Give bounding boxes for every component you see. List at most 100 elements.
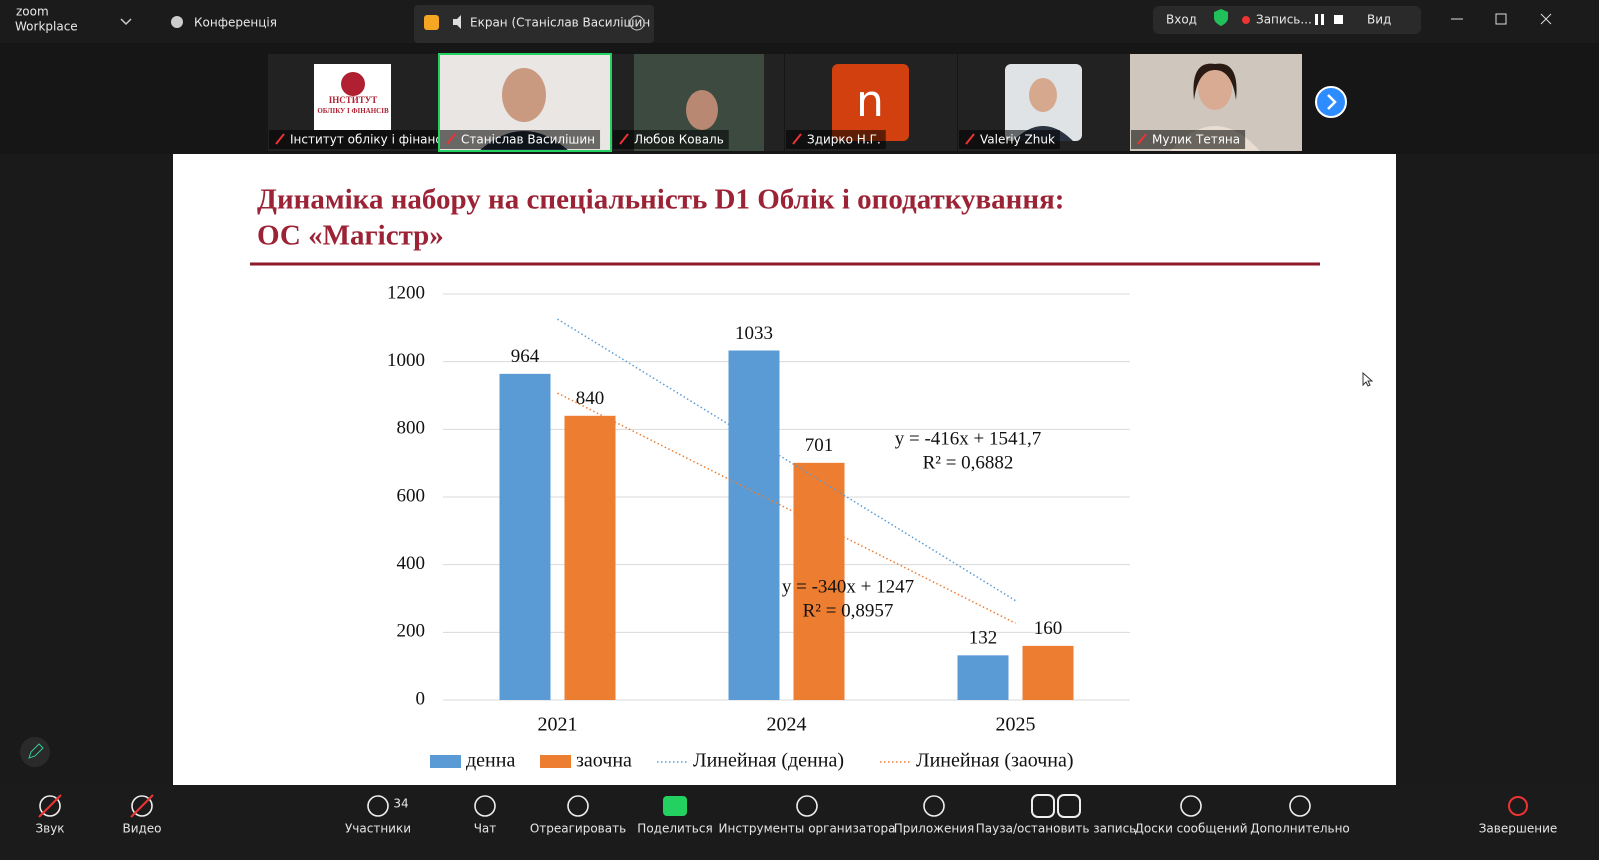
toolbar-icon xyxy=(796,795,818,817)
dropdown-icon[interactable] xyxy=(120,18,132,26)
legend-label: Линейная (денна) xyxy=(693,750,844,772)
participant-name: Здирко Н.Г. xyxy=(807,133,881,147)
toolbar-label: Инструменты организатора xyxy=(719,822,896,836)
toolbar-button[interactable]: Приложения xyxy=(894,795,975,836)
toolbar-label: Дополнительно xyxy=(1250,822,1350,836)
annotate-button[interactable] xyxy=(20,737,50,767)
bar xyxy=(564,415,616,700)
name-badge xyxy=(959,130,1060,149)
y-tick-label: 200 xyxy=(397,621,426,642)
toolbar-button[interactable]: Видео xyxy=(122,794,162,836)
person-head xyxy=(1198,66,1232,110)
y-tick-label: 600 xyxy=(397,485,426,506)
toolbar-button[interactable]: Отреагировать xyxy=(530,795,626,836)
logo-text: ІНСТИТУТ xyxy=(329,95,378,105)
trendline xyxy=(557,392,1016,624)
person-head xyxy=(1029,78,1057,112)
toolbar-label: Доски сообщений xyxy=(1135,822,1248,836)
shared-slide xyxy=(173,154,1396,785)
toolbar-button[interactable]: Пауза/остановить запись xyxy=(976,794,1137,836)
toolbar-button[interactable]: Завершение xyxy=(1479,796,1558,836)
toolbar-icon xyxy=(131,795,153,817)
toolbar-button[interactable]: Участники xyxy=(345,795,411,836)
legend-label: денна xyxy=(466,750,515,772)
bar xyxy=(957,655,1009,700)
share-app-icon xyxy=(424,15,439,30)
slide-title: Динаміка набору на спеціальність D1 Облі… xyxy=(257,184,1064,216)
toolbar-icon xyxy=(474,795,496,817)
y-tick-label: 0 xyxy=(416,688,426,709)
muted-icon xyxy=(965,133,975,145)
end-icon xyxy=(1508,796,1528,816)
muted-icon xyxy=(619,133,629,145)
toolbar-label: Звук xyxy=(35,822,64,836)
view[interactable]: Вид xyxy=(1367,13,1391,27)
toolbar-icon xyxy=(1180,795,1202,817)
bar xyxy=(793,462,845,700)
bar xyxy=(728,350,780,700)
share-tab[interactable] xyxy=(414,5,654,43)
muted-slash xyxy=(130,794,154,818)
more-icon[interactable] xyxy=(629,15,645,31)
slide-title: ОС «Магістр» xyxy=(257,220,444,252)
meeting-label[interactable]: Конференція xyxy=(194,16,277,30)
toolbar-label: Видео xyxy=(122,822,161,836)
trend-equation: y = -416x + 1541,7 xyxy=(895,428,1042,449)
sign-in[interactable]: Вход xyxy=(1166,13,1197,27)
toolbar-button[interactable]: Чат xyxy=(474,795,497,836)
toolbar-icon xyxy=(923,795,945,817)
legend-swatch xyxy=(540,755,571,768)
pause-icon[interactable] xyxy=(1321,14,1324,25)
recording[interactable]: Запись... xyxy=(1256,13,1312,27)
avatar-letter: n xyxy=(856,76,884,127)
legend-label: Линейная (заочна) xyxy=(916,750,1074,772)
next-page[interactable] xyxy=(1315,86,1347,118)
y-tick-label: 800 xyxy=(397,418,426,439)
toolbar-button[interactable]: Поделиться xyxy=(637,796,713,836)
y-tick-label: 400 xyxy=(397,553,426,574)
toolbar-label: Поделиться xyxy=(637,822,712,836)
toolbar-button[interactable]: Звук xyxy=(35,794,65,836)
bar xyxy=(499,373,551,700)
avatar xyxy=(832,64,909,141)
name-badge xyxy=(786,130,886,149)
x-tick-label: 2025 xyxy=(996,714,1036,736)
toolbar-button[interactable]: Доски сообщений xyxy=(1135,795,1248,836)
y-tick-label: 1000 xyxy=(387,350,425,371)
toolbar-label: Завершение xyxy=(1479,822,1558,836)
stop-icon[interactable] xyxy=(1334,15,1343,24)
window-controls[interactable] xyxy=(1451,13,1552,25)
toolbar-label: Чат xyxy=(474,822,497,836)
participant-name: Мулик Тетяна xyxy=(1152,133,1240,147)
logo-emblem xyxy=(341,72,365,96)
trend-r2: R² = 0,6882 xyxy=(923,452,1014,473)
next-arrow xyxy=(1327,94,1337,110)
pause-icon[interactable] xyxy=(1315,14,1318,25)
muted-icon xyxy=(792,133,802,145)
x-tick-label: 2021 xyxy=(538,714,578,736)
person-hair xyxy=(1193,63,1237,100)
bar xyxy=(1022,645,1074,700)
muted-icon xyxy=(446,133,456,145)
participant-name: Любов Коваль xyxy=(634,133,724,147)
person-head xyxy=(686,90,718,130)
data-label: 160 xyxy=(1034,618,1063,639)
y-tick-label: 1200 xyxy=(387,282,425,303)
data-label: 840 xyxy=(576,388,605,409)
toolbar-icon xyxy=(367,795,389,817)
toolbar-button[interactable]: Инструменты организатора xyxy=(719,795,896,836)
muted-icon xyxy=(1137,133,1147,145)
toolbar-label: Участники xyxy=(345,822,411,836)
thumbnails: ІНСТИТУТ ОБЛІКУ І ФІНАНСІВ Інститут обліку… xyxy=(268,53,1302,152)
legend-label: заочна xyxy=(576,750,632,772)
toolbar-button[interactable]: Дополнительно xyxy=(1250,795,1350,836)
participants-count: 34 xyxy=(393,797,408,811)
toolbar-icon xyxy=(39,795,61,817)
toolbar-icon xyxy=(1289,795,1311,817)
toolbar xyxy=(0,785,1599,860)
security-icon xyxy=(1214,9,1228,26)
toolbar-label: Пауза/остановить запись xyxy=(976,822,1137,836)
trendline xyxy=(557,318,1016,602)
